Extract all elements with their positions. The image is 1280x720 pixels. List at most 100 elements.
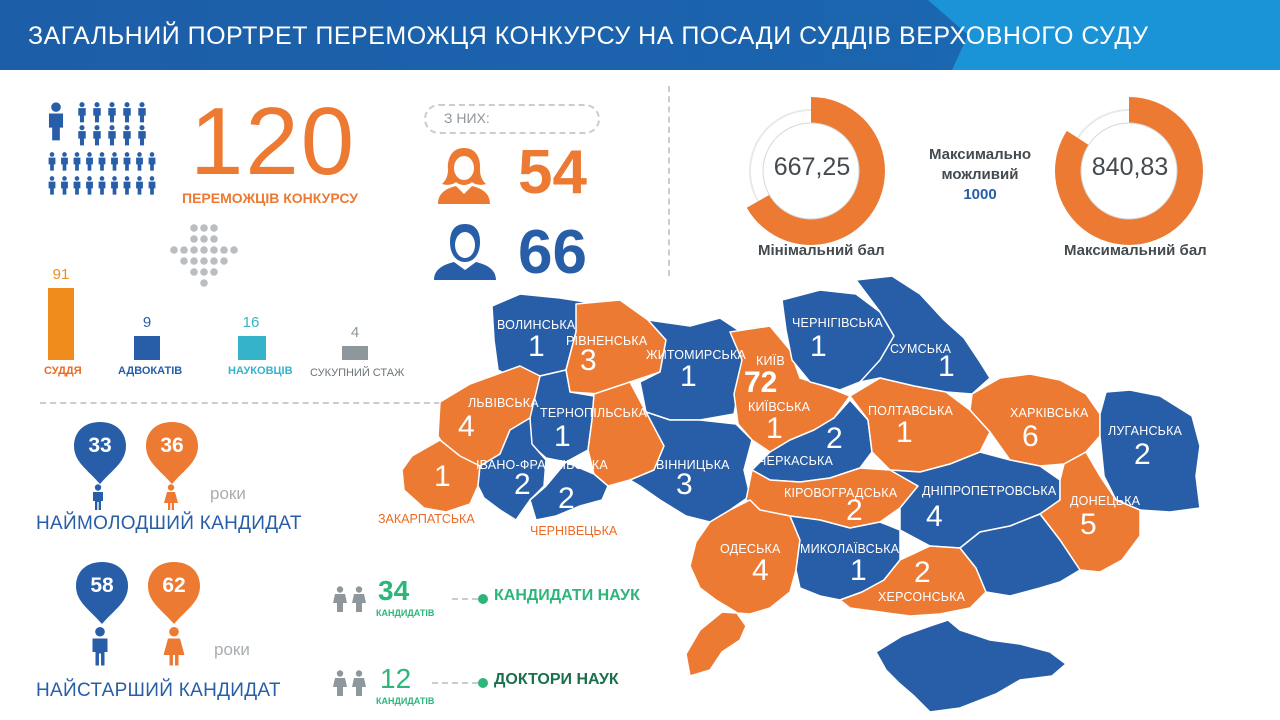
person-figure [86, 176, 93, 195]
arrow-dot [200, 224, 208, 232]
region-count-zhytomyr: 1 [680, 360, 697, 393]
person-figure [123, 176, 131, 195]
person-figure [138, 125, 146, 146]
youngest-male-figure-icon [93, 484, 103, 510]
region-label-kyiv-oblast: КИЇВСЬКА [748, 400, 811, 414]
bar-label-lawyers: АДВОКАТІВ [118, 365, 183, 377]
doctors-sci-unit: КАНДИДАТІВ [376, 696, 435, 706]
region-label-ternopil: ТЕРНОПІЛЬСЬКА [540, 406, 648, 420]
region-count-volyn: 1 [528, 330, 545, 363]
max-possible-line1: Максимально [928, 146, 1032, 163]
arrow-dot [190, 224, 198, 232]
women-count: 54 [518, 138, 587, 207]
person-figure [148, 176, 156, 195]
region-count-ivano-frankivsk: 2 [514, 468, 531, 501]
of-them-label: З НИХ: [444, 110, 490, 126]
people-group-icon [48, 102, 156, 195]
doctors-sci-connector [432, 682, 478, 684]
arrow-dot [200, 235, 208, 243]
person-figure [111, 176, 118, 195]
candidates-pair-icon [333, 586, 366, 612]
person-figure [108, 102, 116, 123]
candidates-sci-dot [478, 594, 488, 604]
person-figure [108, 125, 116, 146]
youngest-female-pin-icon [146, 422, 198, 484]
bar-value-judges: 91 [52, 266, 70, 283]
region-count-vinnytsia: 3 [676, 468, 693, 501]
oldest-female-age: 62 [162, 574, 186, 597]
region-zaporizhzhia [959, 513, 1081, 597]
vertical-divider [668, 86, 670, 276]
arrow-dot [210, 257, 218, 265]
candidates-sci-label: КАНДИДАТИ НАУК [494, 587, 640, 604]
region-count-zakarpattia: 1 [434, 460, 451, 493]
region-label-volyn: ВОЛИНСЬКА [497, 318, 576, 332]
oldest-male-age: 58 [90, 574, 114, 597]
region-sumy [855, 275, 991, 395]
person-figure [48, 102, 64, 141]
max-score-donut [1055, 97, 1203, 245]
region-count-dnipropetrovsk: 4 [926, 500, 943, 533]
youngest-male-age: 33 [88, 434, 112, 457]
bar-value-scientists: 16 [242, 314, 260, 331]
region-label-vinnytsia: ВІННИЦЬКА [656, 458, 730, 472]
person-figure [93, 102, 101, 123]
region-label-dnipropetrovsk: ДНІПРОПЕТРОВСЬКА [922, 484, 1057, 498]
region-crimea [875, 619, 1067, 713]
of-them-box [424, 104, 600, 134]
candidates-sci-count: 34 [378, 575, 410, 606]
region-label-luhansk: ЛУГАНСЬКА [1108, 424, 1183, 438]
youngest-female-figure-icon [164, 484, 178, 510]
arrow-dot [180, 246, 188, 254]
oldest-male-figure-icon [92, 626, 108, 666]
arrow-dot [190, 257, 198, 265]
winners-total: 120 [190, 88, 357, 195]
person-figure [61, 176, 68, 195]
region-count-odesa: 4 [752, 554, 769, 587]
region-label-zhytomyr: ЖИТОМИРСЬКА [646, 348, 746, 362]
person-figure [78, 102, 86, 123]
person-figure [86, 152, 93, 171]
oldest-title: НАЙСТАРШИЙ КАНДИДАТ [36, 680, 281, 701]
bar-value-experience: 4 [350, 324, 360, 341]
woman-icon [438, 148, 490, 204]
person-figure [98, 152, 106, 171]
horizontal-divider [40, 402, 440, 404]
person-figure [48, 152, 56, 171]
arrow-dot [220, 246, 228, 254]
person-figure [111, 152, 118, 171]
region-count-sumy: 1 [938, 350, 955, 383]
region-label-lviv: ЛЬВІВСЬКА [468, 396, 539, 410]
region-label-ivano-frankivsk: ІВАНО-ФРАНКІВСЬКА [476, 458, 608, 472]
person-figure [148, 152, 156, 171]
doctors-sci-dot [478, 678, 488, 688]
max-possible-value: 1000 [963, 186, 997, 203]
region-label-kirovohrad: КІРОВОГРАДСЬКА [784, 486, 898, 500]
region-kherson [839, 545, 987, 617]
person-figure [98, 176, 106, 195]
arrow-dot [210, 268, 218, 276]
youngest-title: НАЙМОЛОДШИЙ КАНДИДАТ [36, 513, 302, 534]
region-count-mykolaiv: 1 [850, 554, 867, 587]
bar-scientists [238, 336, 266, 360]
oldest-female-pin-icon [148, 562, 200, 624]
region-zakarpattia [401, 439, 481, 513]
person-figure [78, 125, 86, 146]
arrow-dot [200, 279, 208, 287]
bar-label-judges: СУДДЯ [44, 365, 82, 377]
bar-lawyers [134, 336, 160, 360]
doctors-pair-icon [333, 670, 366, 696]
person-figure [73, 152, 81, 171]
region-count-chernihiv: 1 [810, 330, 827, 363]
bar-label-experience: СУКУПНИЙ СТАЖ [310, 367, 405, 379]
person-figure [61, 152, 68, 171]
region-count-kharkiv: 6 [1022, 420, 1039, 453]
person-figure [138, 102, 146, 123]
person-figure [73, 176, 81, 195]
arrow-dot [190, 235, 198, 243]
person-figure [136, 176, 143, 195]
doctors-sci-count: 12 [380, 663, 412, 694]
arrow-dot [220, 257, 228, 265]
region-count-donetsk: 5 [1080, 508, 1097, 541]
